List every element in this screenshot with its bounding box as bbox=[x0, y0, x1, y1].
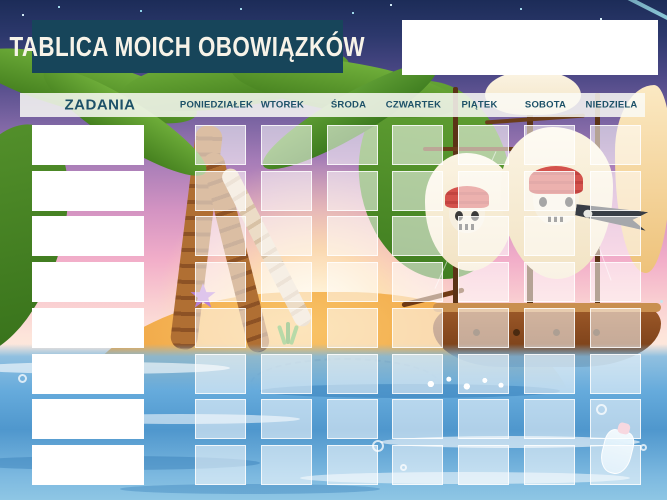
check-cell-r7-c7[interactable] bbox=[590, 399, 641, 439]
check-cell-r8-c1[interactable] bbox=[195, 445, 246, 485]
check-cell-r1-c7[interactable] bbox=[590, 125, 641, 165]
page-title: TABLICA MOICH OBOWIĄZKÓW bbox=[9, 30, 366, 62]
check-cell-r7-c2[interactable] bbox=[261, 399, 312, 439]
check-cell-r7-c3[interactable] bbox=[327, 399, 378, 439]
check-cell-r1-c5[interactable] bbox=[458, 125, 509, 165]
check-cell-r8-c3[interactable] bbox=[327, 445, 378, 485]
check-cell-r2-c3[interactable] bbox=[327, 171, 378, 211]
check-cell-r4-c1[interactable] bbox=[195, 262, 246, 302]
task-cell-row-1[interactable] bbox=[32, 125, 144, 165]
stars bbox=[0, 0, 3, 3]
check-cell-r3-c1[interactable] bbox=[195, 216, 246, 256]
check-cell-r1-c3[interactable] bbox=[327, 125, 378, 165]
check-cell-r7-c1[interactable] bbox=[195, 399, 246, 439]
task-cell-row-3[interactable] bbox=[32, 216, 144, 256]
check-cell-r2-c7[interactable] bbox=[590, 171, 641, 211]
check-cell-r1-c1[interactable] bbox=[195, 125, 246, 165]
check-cell-r8-c4[interactable] bbox=[392, 445, 443, 485]
column-header-tasks: ZADANIA bbox=[64, 96, 136, 114]
column-header-day-6: SOBOTA bbox=[524, 99, 567, 111]
task-cell-row-4[interactable] bbox=[32, 262, 144, 302]
table-header-bar: ZADANIA PONIEDZIAŁEK WTOREK ŚRODA CZWARTEK P… bbox=[20, 93, 645, 117]
check-cell-r6-c3[interactable] bbox=[327, 354, 378, 394]
column-header-day-5: PIĄTEK bbox=[461, 99, 498, 111]
task-cell-row-7[interactable] bbox=[32, 399, 144, 439]
check-cell-r2-c5[interactable] bbox=[458, 171, 509, 211]
name-input-box[interactable] bbox=[402, 20, 658, 75]
check-cell-r8-c2[interactable] bbox=[261, 445, 312, 485]
check-cell-r6-c7[interactable] bbox=[590, 354, 641, 394]
check-cell-r3-c6[interactable] bbox=[524, 216, 575, 256]
column-header-day-4: CZWARTEK bbox=[385, 99, 442, 111]
check-cell-r6-c2[interactable] bbox=[261, 354, 312, 394]
check-cell-r5-c2[interactable] bbox=[261, 308, 312, 348]
check-cell-r7-c4[interactable] bbox=[392, 399, 443, 439]
check-cell-r5-c5[interactable] bbox=[458, 308, 509, 348]
check-cell-r4-c2[interactable] bbox=[261, 262, 312, 302]
check-cell-r8-c7[interactable] bbox=[590, 445, 641, 485]
check-cell-r1-c4[interactable] bbox=[392, 125, 443, 165]
check-cell-r2-c6[interactable] bbox=[524, 171, 575, 211]
check-cell-r2-c4[interactable] bbox=[392, 171, 443, 211]
check-cell-r3-c4[interactable] bbox=[392, 216, 443, 256]
check-cell-r2-c1[interactable] bbox=[195, 171, 246, 211]
check-cell-r4-c5[interactable] bbox=[458, 262, 509, 302]
check-cell-r5-c4[interactable] bbox=[392, 308, 443, 348]
task-cell-row-6[interactable] bbox=[32, 354, 144, 394]
check-cell-r3-c2[interactable] bbox=[261, 216, 312, 256]
porthole-icon bbox=[513, 329, 520, 336]
check-cell-r8-c6[interactable] bbox=[524, 445, 575, 485]
title-box: TABLICA MOICH OBOWIĄZKÓW bbox=[10, 20, 365, 73]
check-cell-r6-c4[interactable] bbox=[392, 354, 443, 394]
check-cell-r6-c1[interactable] bbox=[195, 354, 246, 394]
check-cell-r4-c4[interactable] bbox=[392, 262, 443, 302]
check-cell-r4-c3[interactable] bbox=[327, 262, 378, 302]
check-cell-r6-c5[interactable] bbox=[458, 354, 509, 394]
check-cell-r1-c6[interactable] bbox=[524, 125, 575, 165]
column-header-day-3: ŚRODA bbox=[330, 99, 367, 111]
column-header-day-7: NIEDZIELA bbox=[585, 99, 638, 111]
bubble bbox=[18, 374, 27, 383]
ship-rail bbox=[433, 303, 661, 312]
bubble bbox=[640, 444, 647, 451]
task-cell-row-5[interactable] bbox=[32, 308, 144, 348]
wave bbox=[60, 414, 300, 424]
check-cell-r3-c5[interactable] bbox=[458, 216, 509, 256]
check-cell-r5-c6[interactable] bbox=[524, 308, 575, 348]
check-cell-r6-c6[interactable] bbox=[524, 354, 575, 394]
check-cell-r3-c7[interactable] bbox=[590, 216, 641, 256]
column-header-day-2: WTOREK bbox=[260, 99, 305, 111]
check-cell-r7-c5[interactable] bbox=[458, 399, 509, 439]
check-cell-r5-c7[interactable] bbox=[590, 308, 641, 348]
task-cell-row-8[interactable] bbox=[32, 445, 144, 485]
check-cell-r4-c6[interactable] bbox=[524, 262, 575, 302]
check-cell-r1-c2[interactable] bbox=[261, 125, 312, 165]
check-cell-r5-c1[interactable] bbox=[195, 308, 246, 348]
check-cell-r5-c3[interactable] bbox=[327, 308, 378, 348]
check-cell-r2-c2[interactable] bbox=[261, 171, 312, 211]
wave bbox=[120, 484, 380, 494]
column-header-day-1: PONIEDZIAŁEK bbox=[179, 99, 254, 111]
check-cell-r3-c3[interactable] bbox=[327, 216, 378, 256]
check-cell-r8-c5[interactable] bbox=[458, 445, 509, 485]
check-cell-r4-c7[interactable] bbox=[590, 262, 641, 302]
check-cell-r7-c6[interactable] bbox=[524, 399, 575, 439]
wave bbox=[380, 436, 640, 448]
task-cell-row-2[interactable] bbox=[32, 171, 144, 211]
